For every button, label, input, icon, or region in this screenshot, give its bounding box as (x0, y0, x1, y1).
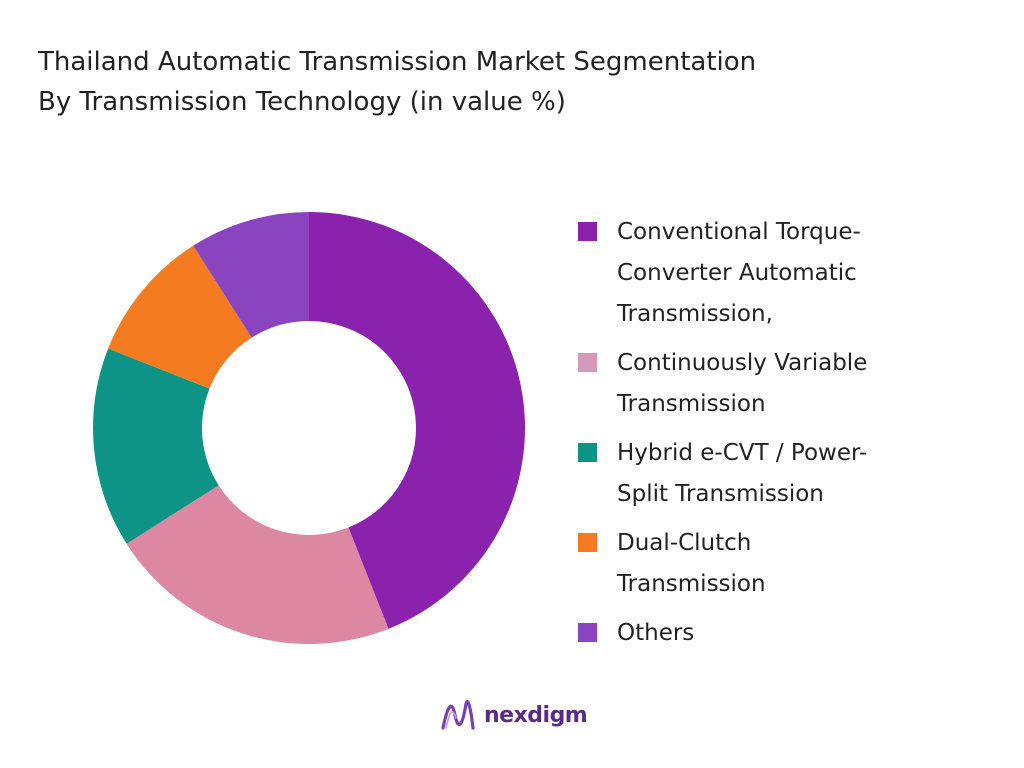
chart-legend: Conventional Torque- Converter Automatic… (578, 212, 998, 662)
legend-label: Others (617, 620, 695, 646)
legend-swatch (578, 222, 597, 241)
nexdigm-logo: nexdigm (440, 698, 588, 732)
donut-slice-2 (126, 485, 389, 644)
donut-slice-5 (193, 212, 309, 338)
nexdigm-logo-text: nexdigm (484, 702, 588, 728)
legend-swatch (578, 443, 597, 462)
legend-item: Dual-Clutch Transmission (578, 523, 998, 605)
legend-item: Conventional Torque- Converter Automatic… (578, 212, 998, 335)
legend-swatch (578, 623, 597, 642)
donut-slice-1 (309, 212, 526, 629)
legend-label: Continuously Variable Transmission (617, 350, 868, 417)
donut-slice-3 (93, 348, 219, 544)
legend-swatch (578, 533, 597, 552)
nexdigm-logo-icon (441, 700, 475, 730)
donut-chart (93, 212, 526, 644)
legend-label: Hybrid e-CVT / Power- Split Transmission (617, 440, 868, 507)
legend-label: Conventional Torque- Converter Automatic… (617, 219, 861, 327)
chart-title: Thailand Automatic Transmission Market S… (38, 42, 998, 122)
legend-item: Hybrid e-CVT / Power- Split Transmission (578, 433, 998, 515)
legend-swatch (578, 353, 597, 372)
chart-title-line-2: By Transmission Technology (in value %) (38, 87, 566, 117)
donut-slice-4 (108, 245, 252, 389)
legend-item: Others (578, 613, 998, 654)
legend-item: Continuously Variable Transmission (578, 343, 998, 425)
legend-label: Dual-Clutch Transmission (617, 530, 766, 597)
chart-title-line-1: Thailand Automatic Transmission Market S… (38, 47, 757, 77)
